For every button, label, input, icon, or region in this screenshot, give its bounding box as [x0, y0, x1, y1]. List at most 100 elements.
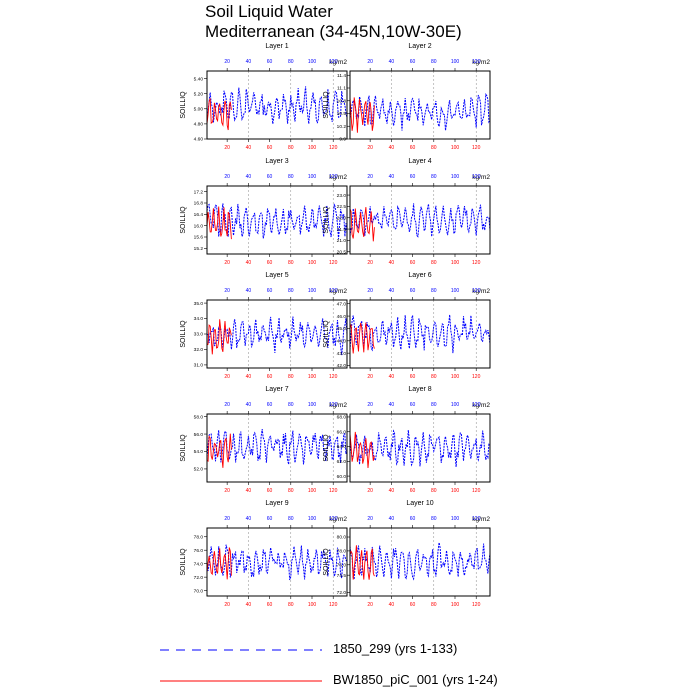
plot-frame — [349, 527, 491, 597]
x-top-tick-label: 60 — [410, 288, 416, 294]
y-tick-label: 45.0 — [337, 326, 347, 332]
x-top-tick-label: 40 — [389, 59, 395, 65]
x-bottom-tick-label: 120 — [472, 145, 481, 151]
x-top-tick-label: 40 — [246, 59, 252, 65]
units-label: kg/m2 — [472, 174, 490, 181]
x-bottom-tick-label: 100 — [308, 374, 317, 380]
y-tick-label: 64.0 — [337, 444, 347, 450]
x-top-tick-label: 120 — [472, 402, 481, 408]
chart-panel-6: Layer 6 kg/m2 SOILLIQ 20 40 60 80 100 120 20 40 60 8… — [323, 272, 491, 380]
x-bottom-tick-label: 20 — [224, 602, 230, 608]
x-top-tick-label: 40 — [246, 402, 252, 408]
x-top-tick-label: 100 — [308, 516, 317, 522]
chart-panel-4: Layer 4 kg/m2 SOILLIQ 20 40 60 80 100 120 20 40 60 8… — [323, 158, 491, 266]
x-bottom-tick-label: 60 — [267, 145, 273, 151]
series-line-BW1850_piC_001 — [349, 322, 375, 354]
y-tick-label: 76.0 — [194, 548, 204, 554]
x-bottom-tick-label: 80 — [431, 602, 437, 608]
x-top-tick-label: 120 — [472, 59, 481, 65]
series-line-1850_299 — [349, 314, 491, 354]
x-bottom-tick-label: 20 — [367, 374, 373, 380]
units-label: kg/m2 — [472, 402, 490, 409]
x-bottom-tick-label: 40 — [246, 260, 252, 266]
x-bottom-tick-label: 100 — [451, 145, 460, 151]
x-top-tick-label: 40 — [389, 288, 395, 294]
x-bottom-tick-label: 80 — [431, 488, 437, 494]
x-bottom-tick-label: 120 — [472, 488, 481, 494]
units-label: kg/m2 — [329, 288, 347, 295]
y-tick-label: 21.0 — [337, 238, 347, 244]
x-top-tick-label: 40 — [389, 174, 395, 180]
x-bottom-tick-label: 80 — [431, 260, 437, 266]
x-bottom-tick-label: 40 — [389, 260, 395, 266]
y-tick-label: 34.0 — [194, 316, 204, 322]
x-bottom-tick-label: 100 — [308, 488, 317, 494]
x-top-tick-label: 100 — [451, 59, 460, 65]
units-label: kg/m2 — [472, 59, 490, 66]
x-top-tick-label: 20 — [367, 288, 373, 294]
units-label: kg/m2 — [329, 516, 347, 523]
plot-frame — [206, 299, 348, 369]
y-tick-label: 15.2 — [194, 246, 204, 252]
series-line-BW1850_piC_001 — [206, 433, 232, 468]
y-tick-label: 16.0 — [194, 223, 204, 229]
x-bottom-tick-label: 60 — [410, 374, 416, 380]
y-tick-label: 70.0 — [194, 588, 204, 594]
x-bottom-tick-label: 60 — [267, 602, 273, 608]
panel-title: Layer 4 — [408, 158, 431, 165]
x-bottom-tick-label: 20 — [224, 145, 230, 151]
y-tick-label: 72.0 — [337, 590, 347, 596]
x-bottom-tick-label: 80 — [288, 602, 294, 608]
series-line-BW1850_piC_001 — [206, 98, 232, 131]
x-bottom-tick-label: 60 — [267, 260, 273, 266]
legend-label-1: 1850_299 (yrs 1-133) — [333, 641, 458, 656]
x-top-tick-label: 20 — [367, 174, 373, 180]
units-label: kg/m2 — [329, 59, 347, 66]
y-tick-label: 74.0 — [194, 561, 204, 567]
x-bottom-tick-label: 40 — [246, 145, 252, 151]
y-axis-label: SOILLIQ — [323, 91, 330, 119]
x-bottom-tick-label: 80 — [288, 488, 294, 494]
y-tick-label: 78.0 — [194, 534, 204, 540]
x-top-tick-label: 60 — [267, 59, 273, 65]
chart-panel-7: Layer 7 kg/m2 SOILLIQ 20 40 60 80 100 120 20 40 60 8… — [180, 386, 348, 494]
x-top-tick-label: 20 — [367, 516, 373, 522]
chart-panel-3: Layer 3 kg/m2 SOILLIQ 20 40 60 80 100 120 20 40 60 8… — [180, 158, 348, 266]
y-axis-label: SOILLIQ — [323, 548, 330, 576]
x-bottom-tick-label: 60 — [410, 145, 416, 151]
panel-title: Layer 6 — [408, 272, 431, 279]
y-tick-label: 16.8 — [194, 201, 204, 207]
x-top-tick-label: 100 — [451, 174, 460, 180]
series-line-1850_299 — [349, 429, 491, 467]
x-top-tick-label: 100 — [308, 174, 317, 180]
units-label: kg/m2 — [472, 288, 490, 295]
x-bottom-tick-label: 120 — [329, 260, 338, 266]
figure-title: Soil Liquid Water — [205, 2, 333, 21]
series-line-1850_299 — [206, 316, 348, 356]
x-top-tick-label: 80 — [288, 402, 294, 408]
series-line-BW1850_piC_001 — [349, 545, 375, 580]
y-tick-label: 22.5 — [337, 204, 347, 210]
y-tick-label: 23.0 — [337, 193, 347, 199]
x-top-tick-label: 20 — [367, 402, 373, 408]
x-bottom-tick-label: 120 — [472, 260, 481, 266]
series-line-1850_299 — [349, 93, 491, 131]
series-line-BW1850_piC_001 — [349, 431, 375, 469]
x-top-tick-label: 60 — [410, 516, 416, 522]
series-line-1850_299 — [206, 544, 348, 581]
y-tick-label: 5.20 — [194, 91, 204, 97]
series-line-BW1850_piC_001 — [349, 207, 375, 242]
x-top-tick-label: 120 — [472, 174, 481, 180]
y-tick-label: 56.0 — [194, 432, 204, 438]
plot-frame — [206, 527, 348, 597]
x-top-tick-label: 80 — [288, 516, 294, 522]
x-bottom-tick-label: 120 — [329, 488, 338, 494]
series-line-BW1850_piC_001 — [206, 206, 232, 240]
units-label: kg/m2 — [472, 516, 490, 523]
x-top-tick-label: 80 — [431, 59, 437, 65]
x-bottom-tick-label: 40 — [389, 488, 395, 494]
plot-frame — [349, 185, 491, 255]
chart-panel-5: Layer 5 kg/m2 SOILLIQ 20 40 60 80 100 120 20 40 60 8… — [180, 272, 348, 380]
y-tick-label: 31.0 — [194, 363, 204, 369]
